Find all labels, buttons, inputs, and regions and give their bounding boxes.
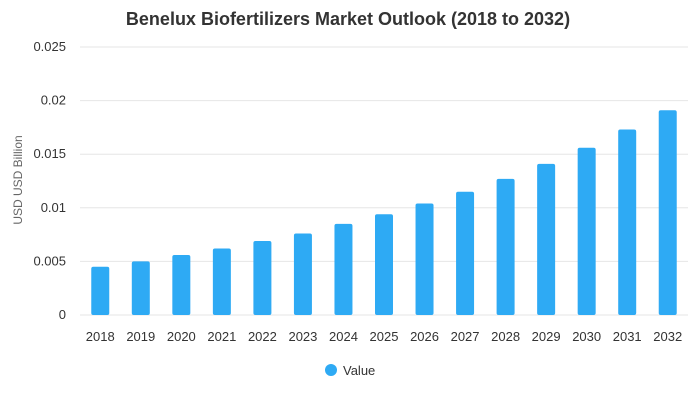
x-tick-label: 2028 [491,329,520,344]
y-tick-label: 0.015 [33,146,66,161]
bar-2030[interactable] [577,147,596,315]
y-axis-label: USD USD Billion [11,135,25,224]
bar-2020[interactable] [172,254,191,315]
y-tick-label: 0.02 [41,93,66,108]
legend-marker-value[interactable] [325,364,337,376]
x-tick-label: 2020 [167,329,196,344]
y-axis-ticks: 0 0.005 0.01 0.015 0.02 0.025 [33,39,66,322]
bar-2027[interactable] [456,191,475,315]
x-tick-label: 2030 [572,329,601,344]
legend[interactable]: Value [325,363,375,378]
x-tick-label: 2029 [532,329,561,344]
chart-title: Benelux Biofertilizers Market Outlook (2… [126,9,570,29]
bar-2028[interactable] [496,178,515,315]
bar-2023[interactable] [293,233,312,315]
x-tick-label: 2024 [329,329,358,344]
bar-2021[interactable] [212,248,231,315]
bar-2024[interactable] [334,223,353,315]
x-tick-label: 2022 [248,329,277,344]
bar-2029[interactable] [537,163,556,315]
x-tick-label: 2031 [613,329,642,344]
y-tick-label: 0.005 [33,253,66,268]
bar-2025[interactable] [375,214,393,315]
y-tick-label: 0 [59,307,66,322]
legend-label-value[interactable]: Value [343,363,375,378]
x-axis-ticks: 2018 2019 2020 2021 2022 2023 2024 2025 2026 2027… [86,329,682,344]
x-tick-label: 2019 [126,329,155,344]
y-tick-label: 0.025 [33,39,66,54]
bar-2022[interactable] [253,241,272,315]
x-tick-label: 2021 [207,329,236,344]
bar-2026[interactable] [415,203,434,315]
bar-2032[interactable] [658,110,677,315]
x-tick-label: 2023 [288,329,317,344]
x-tick-label: 2025 [370,329,399,344]
bars [91,110,677,315]
bar-2018[interactable] [91,266,110,315]
y-tick-label: 0.01 [41,200,66,215]
x-tick-label: 2027 [451,329,480,344]
bar-2019[interactable] [131,261,150,315]
x-tick-label: 2032 [653,329,682,344]
x-tick-label: 2018 [86,329,115,344]
bar-2031[interactable] [618,129,637,315]
x-tick-label: 2026 [410,329,439,344]
